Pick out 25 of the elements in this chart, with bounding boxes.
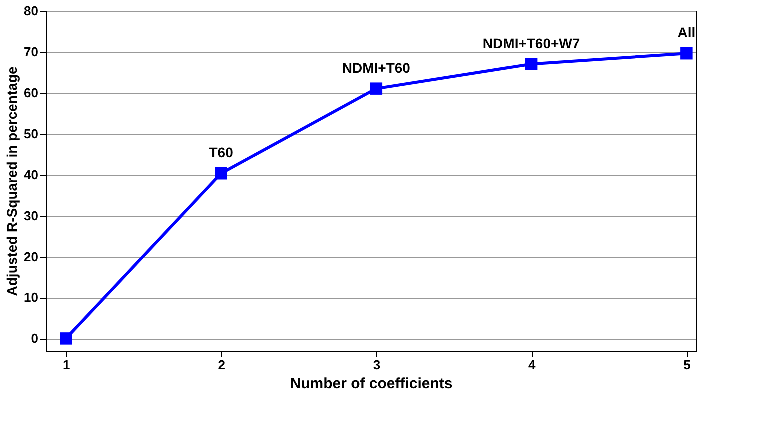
- y-tick-label: 40: [24, 167, 38, 182]
- y-tick-label: 50: [24, 126, 38, 142]
- annotation: All: [678, 24, 696, 41]
- x-tick-label: 3: [373, 358, 381, 372]
- y-tick-label: 20: [24, 249, 38, 264]
- point: [370, 82, 383, 95]
- y-tick-label: 30: [24, 208, 38, 224]
- y-tick-label: 70: [24, 44, 38, 60]
- annotation: NDMI+T60+W7: [482, 35, 580, 52]
- y-tick-label: 60: [24, 85, 38, 100]
- y-tick-label: 0: [31, 331, 38, 346]
- x-tick-label: 2: [218, 358, 226, 372]
- x-tick-label: 5: [684, 358, 691, 372]
- x-tick-label: 4: [528, 358, 536, 372]
- annotation: T60: [209, 144, 234, 161]
- point: [215, 168, 228, 180]
- point: [680, 47, 693, 60]
- point: [525, 58, 538, 70]
- x-axis-title: Number of coefficients: [290, 376, 453, 392]
- y-tick-label: 80: [24, 4, 38, 18]
- point: [60, 332, 72, 345]
- y-axis-title: Adjusted R-Squared in percentage: [4, 66, 20, 296]
- annotation: NDMI+T60: [342, 60, 411, 76]
- x-tick-label: 1: [63, 358, 70, 372]
- y-tick-label: 10: [24, 290, 38, 306]
